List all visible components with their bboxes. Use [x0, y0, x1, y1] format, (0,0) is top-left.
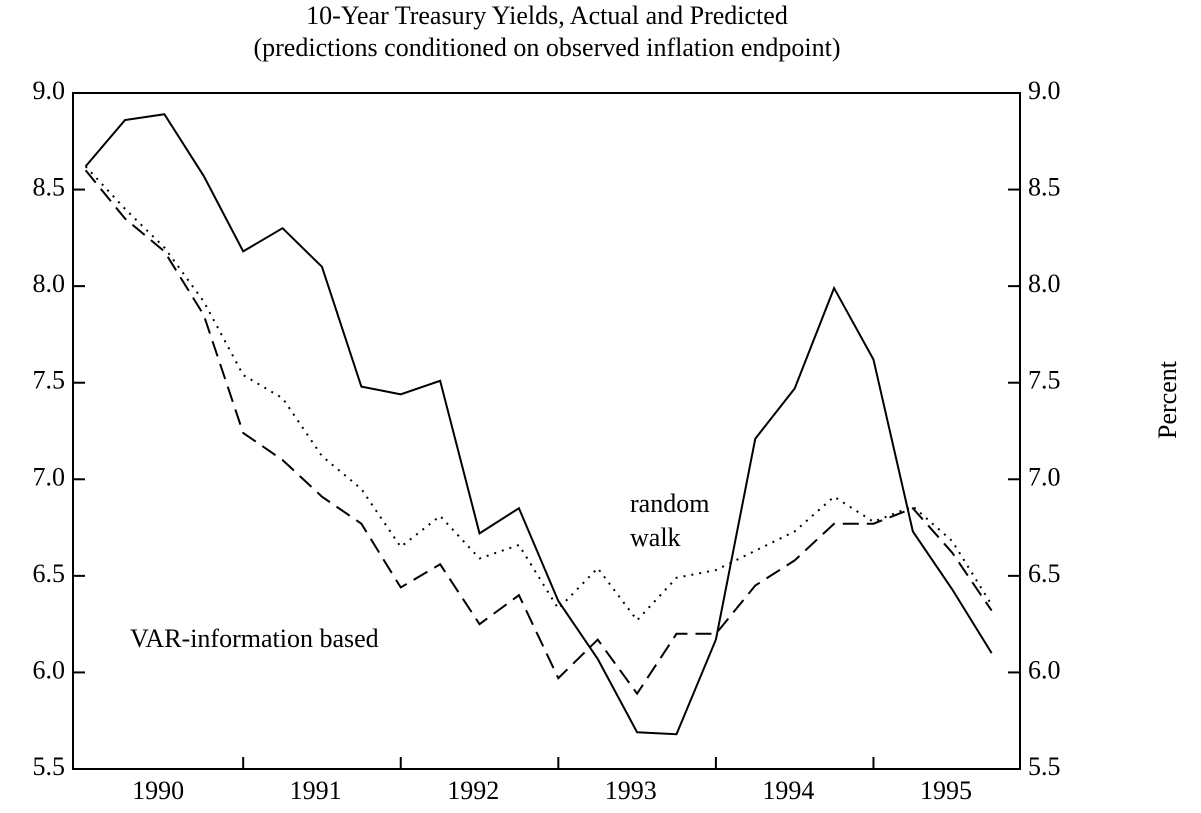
- chart-title: 10-Year Treasury Yields, Actual and Pred…: [306, 1, 788, 30]
- y-tick-label: 9.0: [33, 76, 66, 105]
- y-tick-label: 7.0: [33, 462, 66, 491]
- annotation: VAR-information based: [130, 624, 379, 653]
- y2-tick-label: 7.0: [1028, 462, 1061, 491]
- y2-tick-label: 6.0: [1028, 655, 1061, 684]
- plot-frame: [72, 92, 1021, 770]
- x-tick-label: 1995: [920, 776, 972, 805]
- y-tick-label: 7.5: [33, 366, 66, 395]
- y-tick-label: 6.5: [33, 559, 66, 588]
- x-tick-label: 1992: [447, 776, 499, 805]
- y2-tick-label: 5.5: [1028, 752, 1061, 781]
- y-tick-label: 6.0: [33, 655, 66, 684]
- line-series: [84, 113, 993, 736]
- y2-tick-label: 7.5: [1028, 366, 1061, 395]
- annotation: random: [630, 489, 709, 518]
- annotation: walk: [630, 523, 681, 552]
- x-tick-label: 1993: [605, 776, 657, 805]
- x-tick-label: 1990: [132, 776, 184, 805]
- chart-subtitle: (predictions conditioned on observed inf…: [253, 33, 840, 62]
- y2-tick-label: 6.5: [1028, 559, 1061, 588]
- x-tick-label: 1994: [762, 776, 814, 805]
- y2-tick-label: 9.0: [1028, 76, 1061, 105]
- line-series: [84, 165, 993, 622]
- y2-axis-label: Percent: [1153, 360, 1182, 439]
- y-tick-label: 5.5: [33, 752, 66, 781]
- y-tick-label: 8.0: [33, 269, 66, 298]
- x-tick-label: 1991: [290, 776, 342, 805]
- y2-tick-label: 8.0: [1028, 269, 1061, 298]
- y-tick-label: 8.5: [33, 173, 66, 202]
- line-series: [84, 169, 993, 696]
- y2-tick-label: 8.5: [1028, 173, 1061, 202]
